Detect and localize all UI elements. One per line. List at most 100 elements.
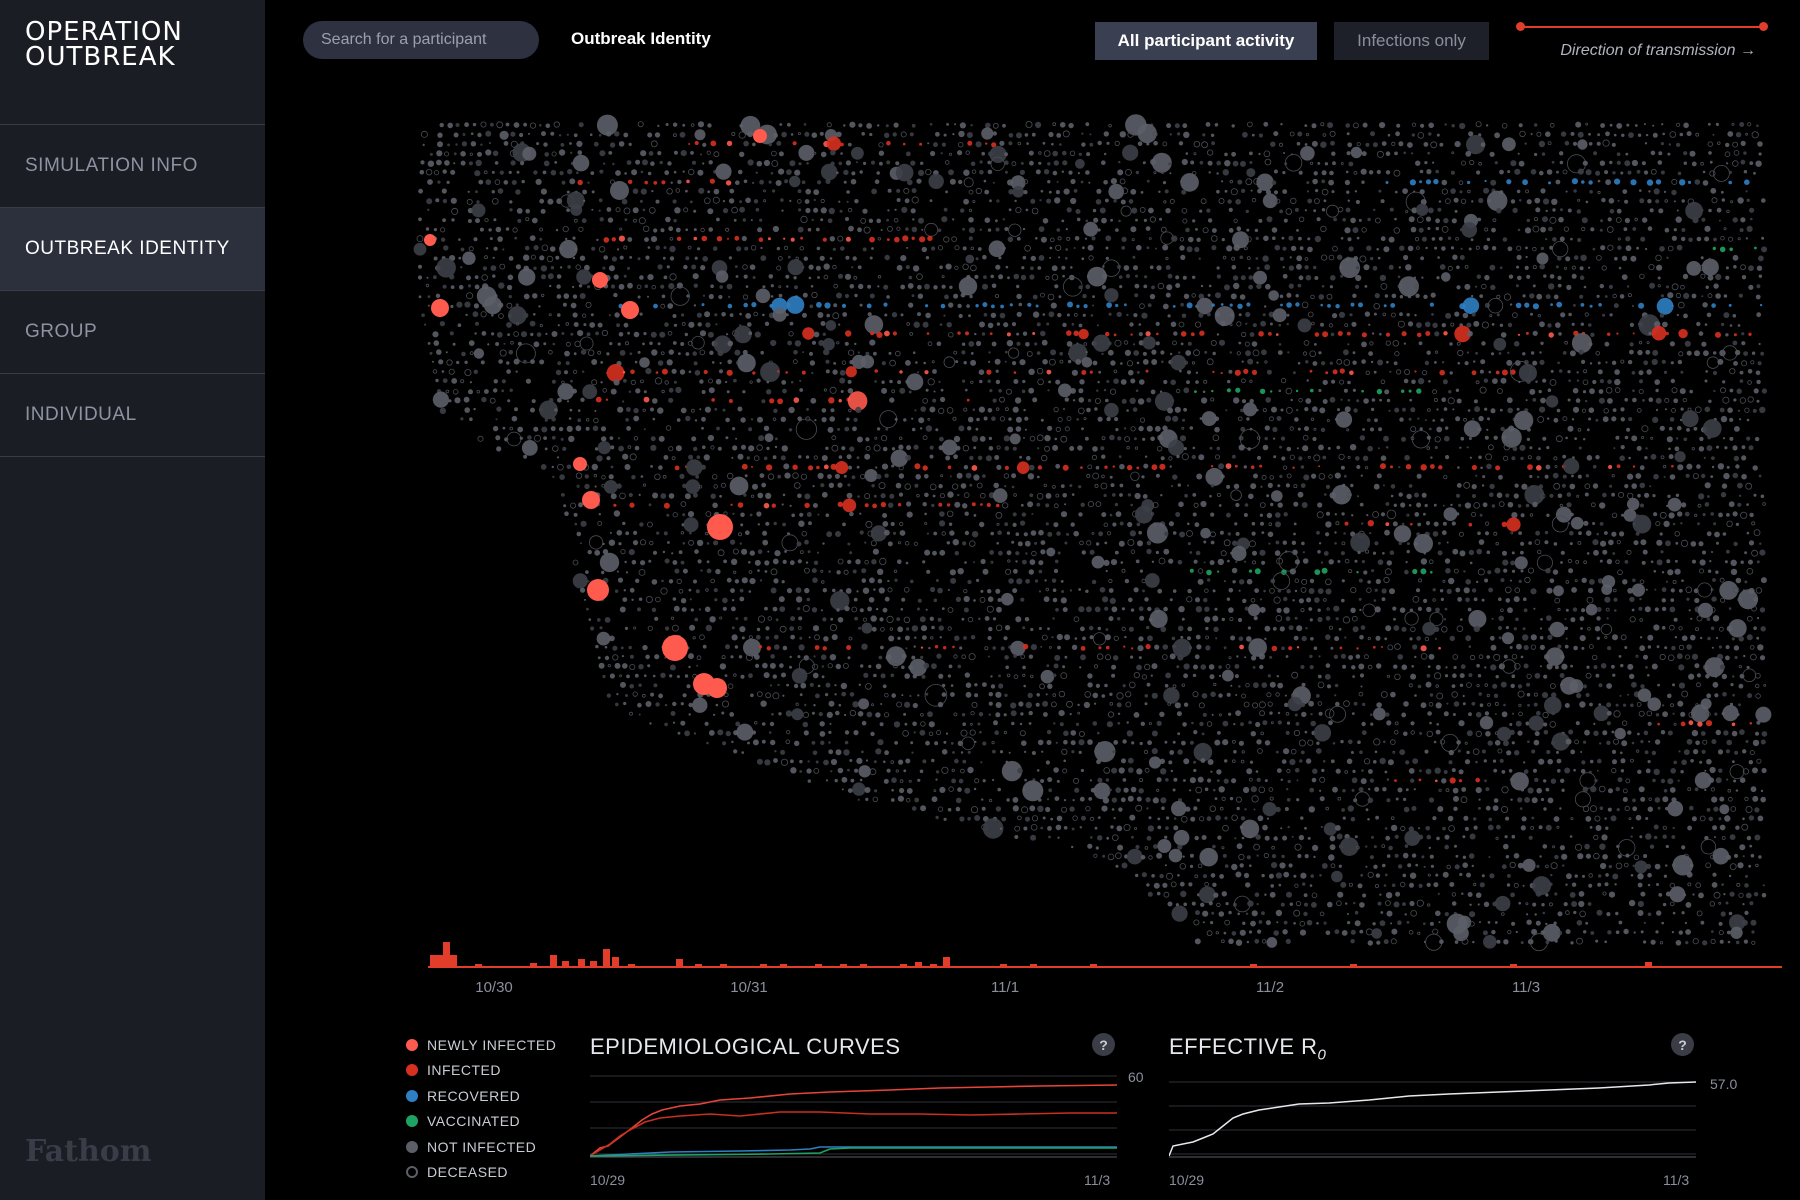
participant-dot bbox=[1490, 284, 1496, 291]
participant-dot bbox=[1256, 173, 1274, 191]
participant-dot bbox=[1712, 370, 1718, 376]
participant-dot bbox=[702, 445, 706, 450]
participant-dot bbox=[608, 314, 612, 317]
participant-dot bbox=[1692, 217, 1699, 224]
participant-dot bbox=[1026, 350, 1033, 357]
participant-dot bbox=[1436, 133, 1440, 137]
participant-dot bbox=[574, 340, 581, 348]
participant-dot bbox=[1639, 465, 1645, 471]
participant-dot bbox=[1438, 465, 1443, 470]
participant-dot bbox=[1049, 256, 1052, 259]
all-activity-toggle[interactable]: All participant activity bbox=[1095, 22, 1317, 60]
participant-dot bbox=[1326, 511, 1330, 516]
participant-dot bbox=[1543, 198, 1550, 205]
participant-dot bbox=[1022, 331, 1028, 336]
participant-dot bbox=[1162, 181, 1167, 185]
participant-dot bbox=[1655, 521, 1661, 527]
participant-dot bbox=[1198, 293, 1205, 300]
participant-dot bbox=[799, 246, 804, 251]
participant-dot bbox=[1735, 522, 1739, 527]
participant-dot bbox=[1112, 493, 1116, 497]
participant-dot bbox=[1298, 398, 1303, 403]
participant-dot bbox=[1296, 141, 1301, 146]
search-input[interactable] bbox=[303, 21, 539, 59]
participant-dot bbox=[1532, 330, 1538, 336]
participant-dot bbox=[1724, 446, 1728, 450]
participant-dot bbox=[1054, 197, 1061, 204]
participant-dot bbox=[1585, 122, 1589, 126]
participant-dot bbox=[622, 400, 625, 403]
participant-dot bbox=[1347, 199, 1351, 202]
participant-dot bbox=[990, 312, 997, 318]
participant-dot bbox=[1686, 131, 1692, 137]
participant-dot bbox=[442, 284, 447, 289]
participant-dot bbox=[1645, 349, 1651, 355]
participant-dot bbox=[1727, 131, 1734, 137]
participant-dot bbox=[1234, 464, 1238, 468]
sidebar-item-individual[interactable]: INDIVIDUAL bbox=[0, 374, 265, 457]
participant-dot bbox=[773, 521, 777, 526]
participant-dot bbox=[895, 163, 914, 182]
sidebar-item-outbreak-identity[interactable]: OUTBREAK IDENTITY bbox=[0, 208, 265, 291]
participant-dot bbox=[1032, 332, 1036, 335]
participant-dot bbox=[1410, 407, 1416, 413]
participant-dot bbox=[1482, 502, 1488, 508]
participant-dot bbox=[1104, 541, 1108, 545]
participant-dot bbox=[1169, 172, 1172, 175]
participant-dot bbox=[723, 559, 727, 564]
participant-dot bbox=[1259, 464, 1263, 468]
participant-dot bbox=[899, 370, 903, 374]
participant-dot bbox=[938, 380, 941, 383]
participant-dot bbox=[1164, 415, 1172, 422]
participant-dot bbox=[862, 208, 868, 214]
participant-dot bbox=[1417, 132, 1425, 139]
participant-dot bbox=[925, 169, 932, 176]
participant-dot bbox=[1668, 454, 1674, 460]
participant-dot bbox=[1500, 426, 1505, 432]
participant-dot bbox=[1695, 132, 1700, 137]
sidebar-item-group[interactable]: GROUP bbox=[0, 291, 265, 374]
participant-dot bbox=[1313, 427, 1317, 431]
participant-dot bbox=[1318, 351, 1322, 355]
participant-dot bbox=[1048, 380, 1051, 384]
participant-dot bbox=[840, 390, 844, 393]
participant-dot bbox=[1501, 123, 1508, 129]
participant-dot bbox=[1367, 217, 1371, 222]
participant-dot bbox=[753, 455, 760, 462]
participant-dot bbox=[676, 418, 681, 422]
participant-dot bbox=[899, 436, 903, 440]
participant-dot bbox=[628, 390, 632, 393]
participant-dot bbox=[1500, 332, 1507, 338]
participant-dot bbox=[1101, 512, 1107, 518]
participant-dot bbox=[608, 474, 614, 480]
participant-dot bbox=[1740, 217, 1746, 223]
participant-dot bbox=[1454, 311, 1460, 317]
participant-dot bbox=[1500, 377, 1507, 384]
participant-dot bbox=[1599, 559, 1603, 563]
participant-dot bbox=[909, 132, 914, 137]
participant-dot bbox=[572, 388, 577, 394]
participant-dot bbox=[1053, 503, 1059, 509]
participant-dot bbox=[1219, 530, 1224, 535]
participant-dot bbox=[1399, 295, 1404, 299]
participant-dot bbox=[1701, 473, 1706, 479]
participant-dot bbox=[627, 331, 630, 335]
participant-dot bbox=[1054, 559, 1059, 564]
participant-dot bbox=[1597, 190, 1601, 195]
participant-dot bbox=[1585, 200, 1589, 204]
participant-dot bbox=[1368, 170, 1374, 175]
participant-dot bbox=[762, 539, 769, 546]
participant-dot bbox=[1685, 201, 1703, 220]
participant-dot bbox=[639, 522, 644, 527]
participant-dot bbox=[734, 235, 740, 241]
participant-dot bbox=[1336, 445, 1341, 450]
participant-dot bbox=[1249, 332, 1255, 337]
participant-dot bbox=[1040, 330, 1046, 337]
participant-dot bbox=[1418, 341, 1423, 346]
infections-only-toggle[interactable]: Infections only bbox=[1334, 22, 1489, 60]
participant-dot bbox=[1377, 447, 1380, 450]
participant-dot bbox=[1419, 189, 1425, 195]
participant-dot bbox=[503, 342, 506, 345]
sidebar-item-simulation-info[interactable]: SIMULATION INFO bbox=[0, 125, 265, 208]
participant-dot bbox=[880, 229, 883, 231]
